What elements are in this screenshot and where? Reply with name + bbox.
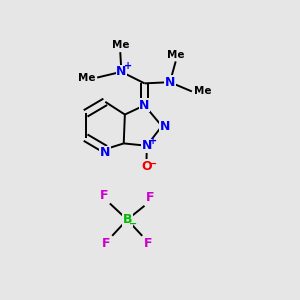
Text: N: N [165,76,175,89]
Text: O: O [141,160,152,173]
Text: B: B [122,213,132,226]
Text: N: N [142,139,152,152]
Text: −: − [129,219,137,229]
Text: F: F [146,191,155,204]
Text: F: F [102,237,110,250]
Text: Me: Me [167,50,184,60]
Text: N: N [116,65,127,78]
Text: +: + [149,136,158,146]
Text: F: F [144,237,152,250]
Text: Me: Me [112,40,129,50]
Text: Me: Me [194,86,211,96]
Text: F: F [100,189,108,202]
Text: N: N [159,120,170,133]
Text: Me: Me [78,73,95,82]
Text: −: − [149,159,158,169]
Text: +: + [124,61,132,71]
Text: N: N [100,146,110,159]
Text: N: N [139,99,150,112]
